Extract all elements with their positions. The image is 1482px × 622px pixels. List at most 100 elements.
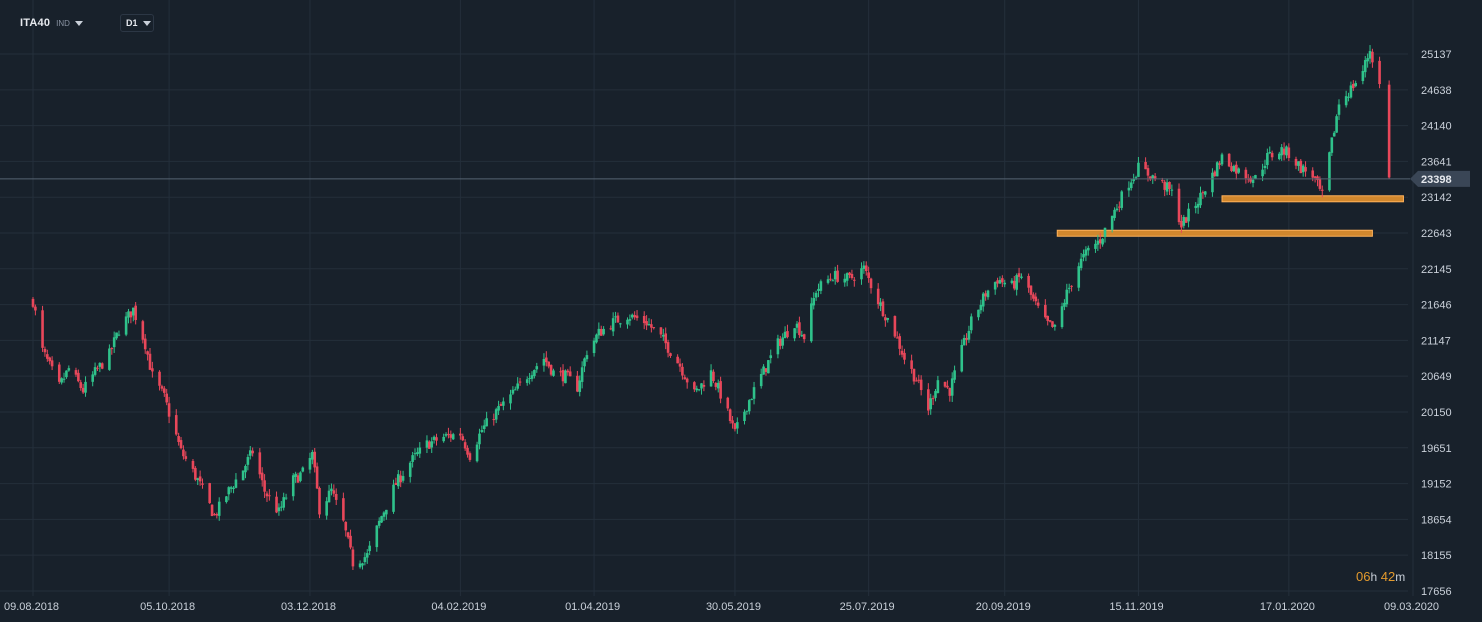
candle-body <box>533 369 536 377</box>
candle-body <box>1235 164 1238 174</box>
candle-body <box>1277 153 1281 160</box>
candle-body <box>798 322 801 336</box>
support-zones[interactable] <box>1056 195 1404 237</box>
candle-body <box>1086 247 1090 251</box>
candle-body <box>1120 191 1124 208</box>
candle-body <box>217 501 221 516</box>
candle-body <box>108 348 111 370</box>
candle-body <box>1063 302 1066 307</box>
y-tick-label: 19152 <box>1421 479 1452 491</box>
candle-body <box>396 474 400 487</box>
candle-body <box>1003 282 1007 285</box>
chevron-down-icon[interactable] <box>74 20 83 26</box>
candle-body <box>1151 175 1155 179</box>
candle-body <box>814 292 818 298</box>
candle-body <box>1363 60 1367 73</box>
candle-body <box>112 337 116 348</box>
candle-body <box>511 389 515 394</box>
candle-body <box>482 425 486 429</box>
candle-body <box>530 375 534 379</box>
candle-body <box>609 328 613 330</box>
chevron-down-icon[interactable] <box>142 20 151 26</box>
candle-body <box>325 501 328 516</box>
candle-body <box>817 288 820 291</box>
candle-body <box>1163 181 1166 190</box>
candle-body <box>525 379 529 383</box>
candle-body <box>714 383 718 387</box>
candle-body <box>996 280 999 284</box>
candle-body <box>198 476 202 482</box>
candle-body <box>736 422 739 429</box>
y-tick-label: 19651 <box>1421 443 1452 455</box>
candle-body <box>1354 83 1357 87</box>
support-zone[interactable] <box>1056 229 1373 237</box>
candle-body <box>513 389 517 391</box>
candle-body <box>1027 275 1030 288</box>
candle-body <box>478 433 481 445</box>
candle-body <box>752 387 756 399</box>
candle-body <box>1096 240 1100 245</box>
y-axis: 25137 24638 24140 23641 23142 22643 22145 21646… <box>1421 49 1452 598</box>
candle-body <box>275 496 278 513</box>
candle-body <box>1332 132 1336 137</box>
candle-body <box>578 380 582 392</box>
candle-body <box>401 476 405 481</box>
candle-body <box>614 316 617 318</box>
candle-body <box>552 370 555 376</box>
candle-body <box>602 328 605 335</box>
candle-body <box>1304 167 1307 172</box>
candle-body <box>886 318 890 320</box>
candle-body <box>528 378 531 380</box>
x-tick-label: 09.03.2020 <box>1384 601 1439 613</box>
candle-body <box>1227 153 1231 167</box>
candle-body <box>812 298 816 306</box>
candle-body <box>1282 148 1286 155</box>
candle-body <box>50 360 54 367</box>
candle-body <box>750 399 753 401</box>
candle-body <box>93 367 97 375</box>
y-tick-label: 24140 <box>1421 121 1452 133</box>
candle-body <box>1029 285 1033 295</box>
candle-body <box>1254 175 1257 179</box>
candle-timer: 06h 42m <box>1356 569 1405 584</box>
candle-body <box>57 364 61 382</box>
candle-body <box>349 535 352 548</box>
candle-body <box>659 327 663 335</box>
candle-body <box>258 452 262 475</box>
candle-body <box>664 333 667 344</box>
candle-body <box>1287 147 1291 158</box>
candle-body <box>733 423 737 430</box>
candle-body <box>647 323 651 325</box>
candle-body <box>762 366 765 375</box>
candle-body <box>459 433 462 436</box>
candle-body <box>208 483 211 504</box>
candle-body <box>860 268 863 280</box>
support-zone[interactable] <box>1221 195 1404 203</box>
current-price-tag <box>1410 170 1470 187</box>
candle-body <box>1366 58 1369 62</box>
candle-body <box>485 418 488 427</box>
candle-body <box>65 370 68 378</box>
candle-body <box>731 420 734 424</box>
candle-body <box>716 382 720 389</box>
candle-body <box>1335 116 1338 133</box>
candle-body <box>645 321 648 326</box>
candle-body <box>475 444 479 462</box>
candle-body <box>361 563 364 566</box>
candle-body <box>884 317 887 321</box>
candle-body <box>246 457 250 465</box>
candle-body <box>1146 168 1150 176</box>
candle-body <box>853 279 856 281</box>
x-tick-label: 03.12.2018 <box>281 601 336 613</box>
candle-body <box>862 265 866 269</box>
candle-body <box>131 307 135 316</box>
symbol-selector[interactable]: ITA40 IND <box>20 14 83 32</box>
timeframe-selector[interactable]: D1 <box>120 14 154 32</box>
candle-body <box>633 315 636 318</box>
instrument-type: IND <box>56 18 70 28</box>
candle-body <box>179 440 183 449</box>
candle-body <box>700 383 703 389</box>
candle-body <box>1048 320 1052 322</box>
candle-body <box>1034 296 1038 302</box>
